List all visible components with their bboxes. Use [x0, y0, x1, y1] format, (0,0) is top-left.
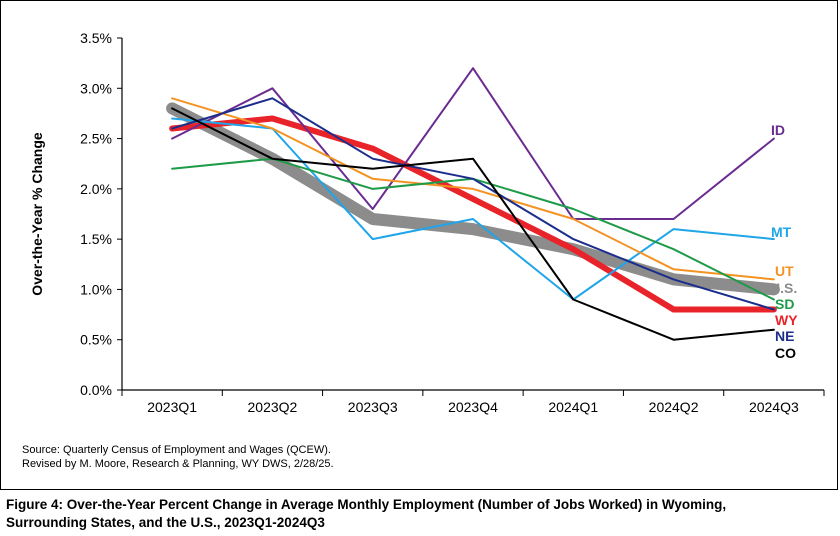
line-chart: 0.0%0.5%1.0%1.5%2.0%2.5%3.0%3.5% 2023Q1 2… — [29, 30, 825, 415]
series-label-us: U.S. — [770, 280, 797, 296]
series-line-mt — [171, 117, 775, 301]
x-tick-label: 2024Q1 — [548, 399, 598, 415]
series-label-id: ID — [771, 122, 785, 138]
series-line-id — [171, 67, 775, 220]
y-tick-label: 1.5% — [80, 231, 112, 247]
x-tick-label: 2023Q3 — [348, 399, 398, 415]
y-tick-label: 3.0% — [80, 80, 112, 96]
series-label-mt: MT — [771, 224, 792, 240]
series-label-co: CO — [775, 345, 796, 361]
series-line-wy — [169, 115, 777, 313]
figure-caption: Figure 4: Over-the-Year Percent Change i… — [6, 496, 836, 532]
x-ticks: 2023Q1 2023Q2 2023Q3 2023Q4 2024Q1 2024Q2 2024… — [121, 390, 825, 415]
y-tick-label: 2.5% — [80, 131, 112, 147]
series-line-co — [171, 107, 775, 341]
series-label-ne: NE — [775, 328, 794, 344]
y-tick-label: 1.0% — [80, 281, 112, 297]
x-tick-label: 2023Q1 — [147, 399, 197, 415]
series-label-sd: SD — [775, 296, 794, 312]
caption-line-1: Figure 4: Over-the-Year Percent Change i… — [6, 497, 727, 512]
series-label-wy: WY — [775, 312, 798, 328]
y-tick-label: 0.0% — [80, 382, 112, 398]
y-tick-label: 0.5% — [80, 332, 112, 348]
series-line-ut — [171, 97, 775, 281]
source-line-1: Source: Quarterly Census of Employment a… — [22, 444, 331, 456]
x-tick-label: 2023Q2 — [248, 399, 298, 415]
x-tick-label: 2024Q3 — [749, 399, 799, 415]
series-lines — [166, 67, 780, 341]
y-tick-label: 2.0% — [80, 181, 112, 197]
y-ticks: 0.0% 0.5% 1.0% 1.5% 2.0% 2.5% 3.0% 3.5% — [80, 30, 122, 398]
x-tick-label: 2024Q2 — [649, 399, 699, 415]
series-label-ut: UT — [775, 263, 794, 279]
x-tick-label: 2023Q4 — [448, 399, 498, 415]
y-tick-label: 3.5% — [80, 30, 112, 46]
chart-frame — [0, 0, 838, 490]
caption-line-2: Surrounding States, and the U.S., 2023Q1… — [6, 515, 325, 530]
source-note: Source: Quarterly Census of Employment a… — [22, 443, 334, 471]
series-line-ne — [171, 97, 775, 311]
y-axis-label: Over-the-Year % Change — [29, 132, 45, 296]
source-line-2: Revised by M. Moore, Research & Planning… — [22, 458, 334, 470]
